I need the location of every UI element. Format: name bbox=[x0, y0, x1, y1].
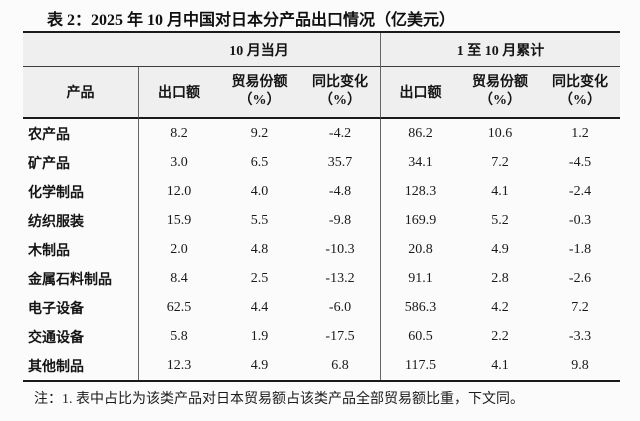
header-share-line2: （%） bbox=[479, 93, 521, 108]
value-cell: 34.1 bbox=[380, 148, 460, 177]
group-header-current-month: 10 月当月 bbox=[138, 33, 380, 67]
product-name-cell: 金属石料制品 bbox=[28, 272, 112, 288]
value-cell: 86.2 bbox=[380, 119, 460, 148]
value-cell: -10.3 bbox=[325, 241, 355, 257]
header-yoy-line2: （%） bbox=[319, 93, 361, 108]
value-cell: -6.0 bbox=[328, 299, 352, 315]
value-cell: 6.8 bbox=[331, 357, 349, 373]
value-cell: 2.2 bbox=[491, 328, 509, 344]
value-cell: 4.0 bbox=[250, 183, 269, 199]
value-cell: -9.8 bbox=[328, 212, 352, 228]
value-cell: 6.5 bbox=[250, 154, 269, 170]
value-cell: 4.8 bbox=[250, 241, 269, 257]
value-cell: -0.3 bbox=[568, 212, 592, 228]
value-cell: 5.5 bbox=[250, 212, 269, 228]
table-title: 表 2：2025 年 10 月中国对日本分产品出口情况（亿美元） bbox=[47, 12, 456, 29]
value-cell: -2.6 bbox=[568, 270, 592, 286]
value-cell: 8.2 bbox=[138, 119, 219, 148]
value-cell: 7.2 bbox=[571, 299, 589, 315]
export-table: 10 月当月 1 至 10 月累计 产品 出口额 贸易份额 （%） 同比变化 （… bbox=[23, 31, 620, 382]
value-cell: 586.3 bbox=[380, 293, 460, 322]
header-spacer-cell bbox=[23, 33, 138, 67]
value-cell: 91.1 bbox=[380, 264, 460, 293]
value-cell: 15.9 bbox=[138, 206, 219, 235]
value-cell: 4.9 bbox=[491, 241, 509, 257]
value-cell: 4.1 bbox=[491, 357, 509, 373]
header-share-line2: （%） bbox=[238, 93, 281, 108]
value-cell: 62.5 bbox=[138, 293, 219, 322]
product-name-cell: 交通设备 bbox=[28, 330, 84, 346]
value-cell: 60.5 bbox=[380, 322, 460, 351]
value-cell: 5.8 bbox=[138, 322, 219, 351]
column-header-share-left: 贸易份额 （%） bbox=[219, 67, 300, 119]
value-cell: -17.5 bbox=[325, 328, 355, 344]
column-header-export-right: 出口额 bbox=[380, 67, 460, 119]
column-header-yoy-left: 同比变化 （%） bbox=[300, 67, 380, 119]
column-header-share-right: 贸易份额 （%） bbox=[460, 67, 540, 119]
product-name-cell: 化学制品 bbox=[28, 185, 84, 201]
product-name-cell: 电子设备 bbox=[28, 301, 84, 317]
product-name-cell: 农产品 bbox=[28, 127, 70, 143]
value-cell: -2.4 bbox=[568, 183, 592, 199]
value-cell: -3.3 bbox=[568, 328, 592, 344]
value-cell: 2.8 bbox=[491, 270, 509, 286]
product-name-cell: 纺织服装 bbox=[28, 214, 84, 230]
value-cell: 117.5 bbox=[380, 351, 460, 380]
product-name-cell: 矿产品 bbox=[28, 156, 70, 172]
header-share-line1: 贸易份额 bbox=[231, 74, 288, 90]
value-cell: -4.8 bbox=[328, 183, 352, 199]
value-cell: 1.2 bbox=[571, 125, 589, 141]
value-cell: 12.3 bbox=[138, 351, 219, 380]
value-cell: -4.2 bbox=[328, 125, 352, 141]
product-name-cell: 其他制品 bbox=[28, 359, 84, 375]
footnote: 注：1. 表中占比为该类产品对日本贸易额占该类产品全部贸易额比重，下文同。 bbox=[34, 392, 524, 407]
header-yoy-line1: 同比变化 bbox=[312, 74, 368, 90]
column-header-yoy-right: 同比变化 （%） bbox=[540, 67, 620, 119]
value-cell: 128.3 bbox=[380, 177, 460, 206]
column-header-export-left: 出口额 bbox=[138, 67, 219, 119]
value-cell: 9.8 bbox=[571, 357, 589, 373]
header-share-line1: 贸易份额 bbox=[472, 74, 528, 90]
value-cell: 20.8 bbox=[380, 235, 460, 264]
value-cell: 169.9 bbox=[380, 206, 460, 235]
value-cell: -4.5 bbox=[568, 154, 592, 170]
value-cell: -13.2 bbox=[325, 270, 355, 286]
value-cell: 12.0 bbox=[138, 177, 219, 206]
value-cell: 10.6 bbox=[487, 125, 513, 141]
value-cell: 7.2 bbox=[491, 154, 509, 170]
value-cell: -1.8 bbox=[568, 241, 592, 257]
value-cell: 4.2 bbox=[491, 299, 509, 315]
column-header-product: 产品 bbox=[23, 67, 138, 119]
value-cell: 3.0 bbox=[138, 148, 219, 177]
value-cell: 1.9 bbox=[250, 328, 269, 344]
value-cell: 4.4 bbox=[250, 299, 269, 315]
value-cell: 8.4 bbox=[138, 264, 219, 293]
value-cell: 35.7 bbox=[327, 154, 353, 170]
value-cell: 2.5 bbox=[250, 270, 269, 286]
value-cell: 2.0 bbox=[138, 235, 219, 264]
header-yoy-line2: （%） bbox=[559, 93, 601, 108]
product-name-cell: 木制品 bbox=[28, 243, 70, 259]
group-header-cumulative: 1 至 10 月累计 bbox=[380, 33, 620, 67]
value-cell: 4.1 bbox=[491, 183, 509, 199]
value-cell: 5.2 bbox=[491, 212, 509, 228]
header-yoy-line1: 同比变化 bbox=[552, 74, 608, 90]
value-cell: 4.9 bbox=[250, 357, 269, 373]
value-cell: 9.2 bbox=[250, 125, 269, 141]
